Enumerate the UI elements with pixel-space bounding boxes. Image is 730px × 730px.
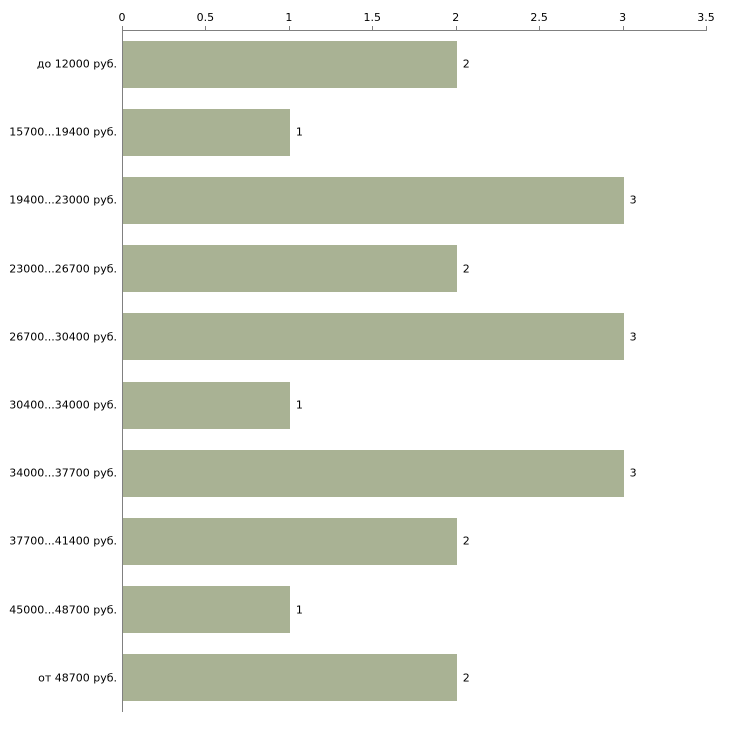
category-label: 30400...34000 руб. [9, 398, 117, 412]
value-label: 2 [462, 534, 470, 548]
x-tick-label: 2.5 [530, 11, 548, 24]
bar-row: 23000...26700 руб. 2 [0, 235, 730, 303]
value-label: 3 [629, 466, 637, 480]
category-label: 45000...48700 руб. [9, 603, 117, 617]
value-label: 2 [462, 671, 470, 685]
bar-row: 34000...37700 руб. 3 [0, 439, 730, 507]
x-tick-label: 3.5 [697, 11, 715, 24]
x-tick-label: 3 [619, 11, 627, 24]
category-label: 23000...26700 руб. [9, 262, 117, 276]
bar [123, 40, 457, 88]
x-tick-mark [372, 26, 374, 31]
y-axis-line [122, 30, 123, 712]
x-tick-mark [288, 26, 290, 31]
bar [123, 517, 457, 565]
bar-row: 30400...34000 руб. 1 [0, 371, 730, 439]
category-label: от 48700 руб. [38, 671, 117, 685]
value-label: 1 [295, 398, 303, 412]
bar [123, 313, 624, 361]
bar [123, 245, 457, 293]
bar [123, 449, 624, 497]
category-label: 37700...41400 руб. [9, 534, 117, 548]
x-tick-mark [205, 26, 207, 31]
x-tick-label: 2 [452, 11, 460, 24]
bar-row: 45000...48700 руб. 1 [0, 576, 730, 644]
bar [123, 108, 290, 156]
x-tick-label: 1.5 [363, 11, 382, 24]
bar-row: от 48700 руб. 2 [0, 644, 730, 712]
category-label: 15700...19400 руб. [9, 125, 117, 139]
bar [123, 654, 457, 702]
bar-row: до 12000 руб. 2 [0, 30, 730, 98]
x-tick-mark [706, 26, 707, 31]
x-tick-label: 0.5 [196, 11, 215, 24]
value-label: 3 [629, 193, 637, 207]
x-tick-label: 1 [285, 11, 293, 24]
category-label: 34000...37700 руб. [9, 466, 117, 480]
x-tick-mark [122, 26, 123, 31]
bar [123, 176, 624, 224]
bar-row: 19400...23000 руб. 3 [0, 166, 730, 234]
value-label: 2 [462, 57, 470, 71]
x-tick-mark [539, 26, 541, 31]
bar-row: 15700...19400 руб. 1 [0, 98, 730, 166]
x-tick-label: 0 [118, 11, 126, 24]
bar-row: 26700...30400 руб. 3 [0, 303, 730, 371]
category-label: до 12000 руб. [36, 57, 117, 71]
value-label: 3 [629, 330, 637, 344]
value-label: 2 [462, 262, 470, 276]
bar [123, 381, 290, 429]
bar-row: 37700...41400 руб. 2 [0, 507, 730, 575]
value-label: 1 [295, 603, 303, 617]
x-axis-line [122, 30, 706, 31]
category-label: 26700...30400 руб. [9, 330, 117, 344]
category-label: 19400...23000 руб. [9, 193, 117, 207]
x-tick-mark [622, 26, 624, 31]
bar [123, 586, 290, 634]
x-tick-mark [455, 26, 457, 31]
value-label: 1 [295, 125, 303, 139]
